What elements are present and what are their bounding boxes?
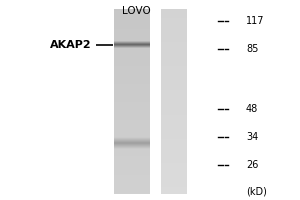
Text: (kD): (kD) — [246, 187, 267, 197]
Text: 26: 26 — [246, 160, 258, 170]
Text: 34: 34 — [246, 132, 258, 142]
Text: AKAP2: AKAP2 — [50, 40, 91, 50]
Text: 48: 48 — [246, 104, 258, 114]
Text: 85: 85 — [246, 44, 258, 54]
Text: LOVO: LOVO — [122, 6, 151, 16]
Text: 117: 117 — [246, 16, 265, 26]
